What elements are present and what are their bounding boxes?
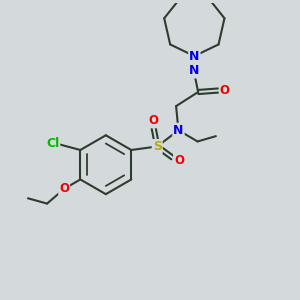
Text: O: O	[59, 182, 69, 195]
Text: O: O	[149, 114, 159, 127]
Text: O: O	[174, 154, 184, 166]
Text: N: N	[173, 124, 184, 137]
Text: O: O	[220, 84, 230, 97]
Text: N: N	[189, 64, 199, 77]
Text: Cl: Cl	[46, 137, 59, 150]
Text: N: N	[189, 50, 200, 63]
Text: S: S	[153, 140, 162, 153]
Text: N: N	[189, 64, 199, 77]
